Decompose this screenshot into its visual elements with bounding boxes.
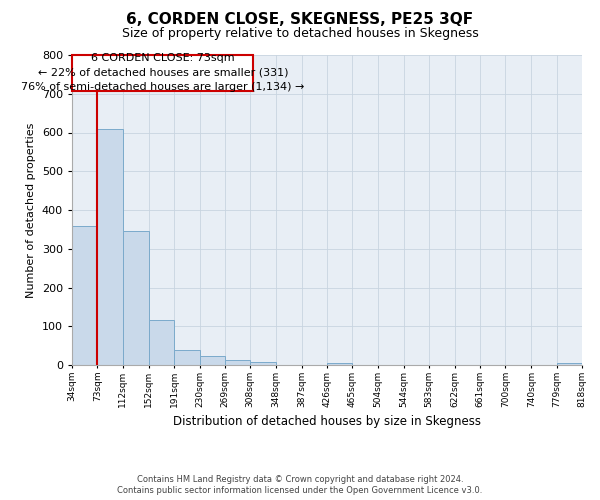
FancyBboxPatch shape (73, 55, 253, 90)
Text: 6 CORDEN CLOSE: 73sqm
← 22% of detached houses are smaller (331)
76% of semi-det: 6 CORDEN CLOSE: 73sqm ← 22% of detached … (21, 54, 305, 92)
Text: Size of property relative to detached houses in Skegness: Size of property relative to detached ho… (122, 28, 478, 40)
Bar (225, 360, 250, 365)
Bar (199, 356, 225, 365)
Y-axis label: Number of detached properties: Number of detached properties (26, 122, 36, 298)
Bar (250, 362, 276, 365)
Bar (97, 128, 123, 365)
Text: 6, CORDEN CLOSE, SKEGNESS, PE25 3QF: 6, CORDEN CLOSE, SKEGNESS, PE25 3QF (127, 12, 473, 28)
Text: Contains public sector information licensed under the Open Government Licence v3: Contains public sector information licen… (118, 486, 482, 495)
Bar (72, 226, 97, 365)
Bar (557, 363, 582, 365)
Bar (123, 232, 149, 365)
Bar (174, 350, 199, 365)
Bar (327, 363, 352, 365)
Text: Contains HM Land Registry data © Crown copyright and database right 2024.: Contains HM Land Registry data © Crown c… (137, 475, 463, 484)
X-axis label: Distribution of detached houses by size in Skegness: Distribution of detached houses by size … (173, 416, 481, 428)
Bar (149, 320, 174, 365)
